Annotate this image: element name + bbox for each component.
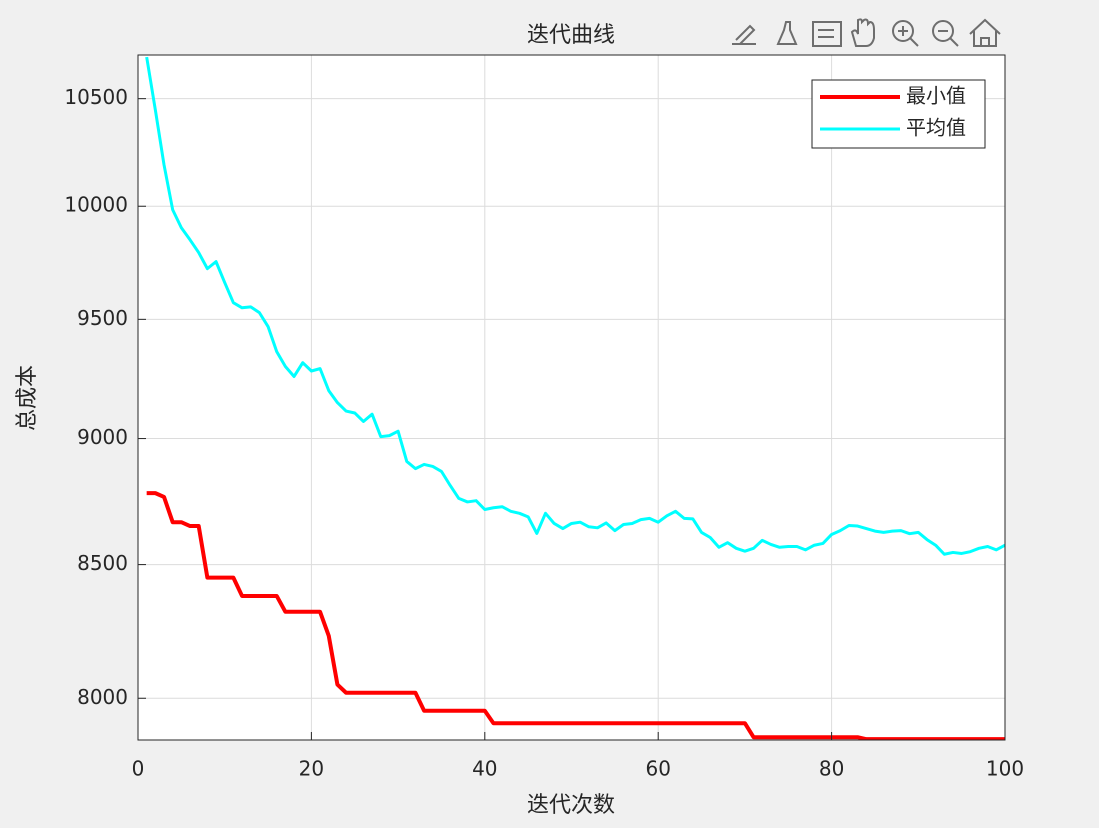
x-tick-label: 80 [819, 757, 844, 781]
y-tick-label: 9000 [77, 425, 128, 449]
x-tick-label: 20 [299, 757, 324, 781]
chart-title: 迭代曲线 [527, 23, 615, 48]
y-tick-label: 9500 [77, 306, 128, 330]
y-tick-label: 8000 [77, 685, 128, 709]
x-tick-label: 0 [132, 757, 145, 781]
y-tick-label: 10000 [64, 193, 128, 217]
y-axis-label: 总成本 [15, 365, 40, 431]
lines [145, 56, 1005, 740]
x-tick-label: 40 [472, 757, 497, 781]
x-tick-label: 100 [986, 757, 1024, 781]
axes-box [137, 54, 1006, 741]
toolbar[interactable] [732, 18, 1001, 47]
x-tick-label: 60 [645, 757, 670, 781]
legend-label: 最小值 [906, 84, 966, 108]
grid [137, 55, 1006, 740]
x-axis-label: 迭代次数 [527, 793, 615, 818]
series-line [145, 56, 1005, 556]
series-line [146, 491, 1005, 740]
plot-area [138, 55, 1005, 740]
legend-label: 平均值 [906, 116, 966, 140]
legend-box [811, 79, 986, 149]
y-tick-label: 10500 [64, 85, 128, 109]
y-tick-label: 8500 [77, 551, 128, 575]
